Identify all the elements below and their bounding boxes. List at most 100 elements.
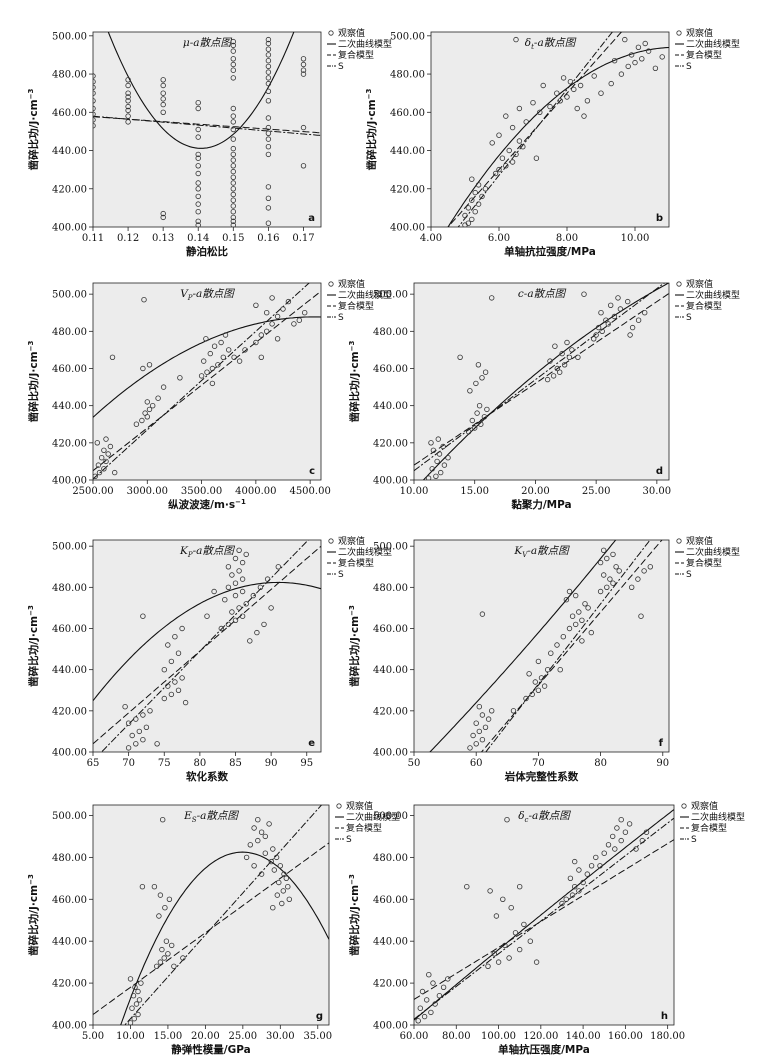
legend-s: S	[686, 313, 692, 323]
x-tick-label: 0.15	[222, 233, 244, 244]
data-point	[146, 406, 153, 413]
data-point	[204, 613, 210, 619]
data-point	[280, 888, 286, 894]
data-point	[125, 119, 131, 125]
x-tick-label: 50	[408, 758, 421, 769]
data-point	[547, 103, 553, 110]
y-tick-label: 440.00	[52, 665, 87, 676]
data-point	[557, 98, 563, 104]
plot-area	[92, 804, 330, 1026]
data-point	[628, 52, 635, 58]
data-point	[482, 369, 489, 375]
data-point	[239, 613, 246, 619]
plot-area	[92, 31, 322, 228]
data-point	[465, 205, 472, 211]
fit-curves	[414, 283, 669, 480]
y-tick-label: 500.00	[52, 31, 87, 42]
data-point	[247, 842, 253, 848]
data-point	[236, 568, 242, 574]
data-point	[638, 613, 644, 619]
y-tick-label: 400.00	[373, 748, 408, 759]
data-points	[467, 547, 653, 751]
legend-observed-marker	[676, 281, 682, 287]
data-point	[265, 58, 272, 64]
y-tick-label: 460.00	[52, 895, 87, 906]
x-tick-label: 25.00	[229, 1031, 258, 1042]
legend-quadratic: 二次曲线模型	[691, 811, 745, 823]
data-point	[286, 896, 292, 902]
data-point	[532, 679, 538, 685]
data-point	[251, 825, 257, 831]
data-point	[302, 310, 308, 316]
x-tick-label: 5.00	[82, 1031, 104, 1042]
s-curve	[100, 540, 309, 752]
data-point	[264, 328, 270, 334]
data-point	[262, 833, 268, 840]
data-point	[268, 858, 274, 865]
data-point	[230, 145, 236, 152]
quadratic-curve	[422, 283, 669, 480]
x-tick-label: 80	[594, 758, 607, 769]
data-point	[279, 900, 285, 907]
data-point	[236, 605, 242, 611]
plot-area	[413, 804, 675, 1026]
y-tick-label: 460.00	[373, 624, 408, 635]
data-point	[432, 1001, 438, 1007]
legend-observed: 观察值	[691, 800, 718, 812]
y-tick-label: 440.00	[52, 146, 87, 157]
data-points	[425, 291, 648, 480]
data-point	[251, 863, 257, 869]
data-point	[200, 358, 207, 364]
data-point	[509, 124, 516, 131]
data-point	[639, 56, 645, 62]
data-point	[265, 98, 272, 104]
y-axis-label: 凿碎比功/J·cm−3	[27, 341, 40, 423]
data-point	[569, 892, 576, 898]
data-point	[597, 863, 603, 869]
legend-compound: 复合模型	[338, 557, 374, 569]
data-point	[265, 143, 272, 150]
data-point	[140, 613, 146, 619]
data-point	[629, 584, 635, 590]
data-point	[230, 174, 236, 180]
data-point	[564, 339, 570, 346]
plot-area	[413, 539, 670, 753]
legend-compound: 复合模型	[686, 557, 722, 569]
data-point	[457, 354, 463, 360]
x-tick-label: 160.00	[608, 1031, 643, 1042]
y-tick-label: 420.00	[373, 979, 408, 990]
x-tick-label: 75	[158, 758, 171, 769]
legend-quadratic: 二次曲线模型	[686, 289, 740, 301]
x-tick-label: 90	[265, 758, 278, 769]
data-point	[93, 473, 98, 479]
data-point	[608, 302, 614, 308]
data-point	[165, 951, 171, 957]
y-tick-label: 420.00	[373, 438, 408, 449]
data-point	[109, 354, 116, 360]
data-point	[265, 69, 272, 75]
data-point	[618, 71, 625, 77]
y-tick-label: 500.00	[52, 290, 87, 301]
data-point	[618, 837, 624, 844]
data-point	[93, 105, 96, 112]
data-point	[527, 938, 533, 944]
data-point	[93, 73, 96, 79]
data-point	[633, 846, 639, 852]
x-tick-label: 60	[470, 758, 483, 769]
chart-panel-a: 400.00 420.00 440.00 460.00 480.00 500.00 0.11…	[27, 27, 392, 258]
data-point	[503, 163, 509, 169]
y-tick-label: 500.00	[390, 31, 425, 42]
data-point	[160, 90, 166, 96]
data-point	[230, 197, 236, 203]
data-point	[140, 365, 146, 372]
data-point	[559, 900, 565, 907]
data-point	[160, 82, 166, 89]
data-point	[265, 46, 272, 52]
data-point	[607, 576, 613, 582]
x-tick-label: 100.00	[481, 1031, 516, 1042]
data-point	[625, 63, 631, 70]
data-point	[604, 555, 610, 562]
data-point	[220, 354, 226, 360]
